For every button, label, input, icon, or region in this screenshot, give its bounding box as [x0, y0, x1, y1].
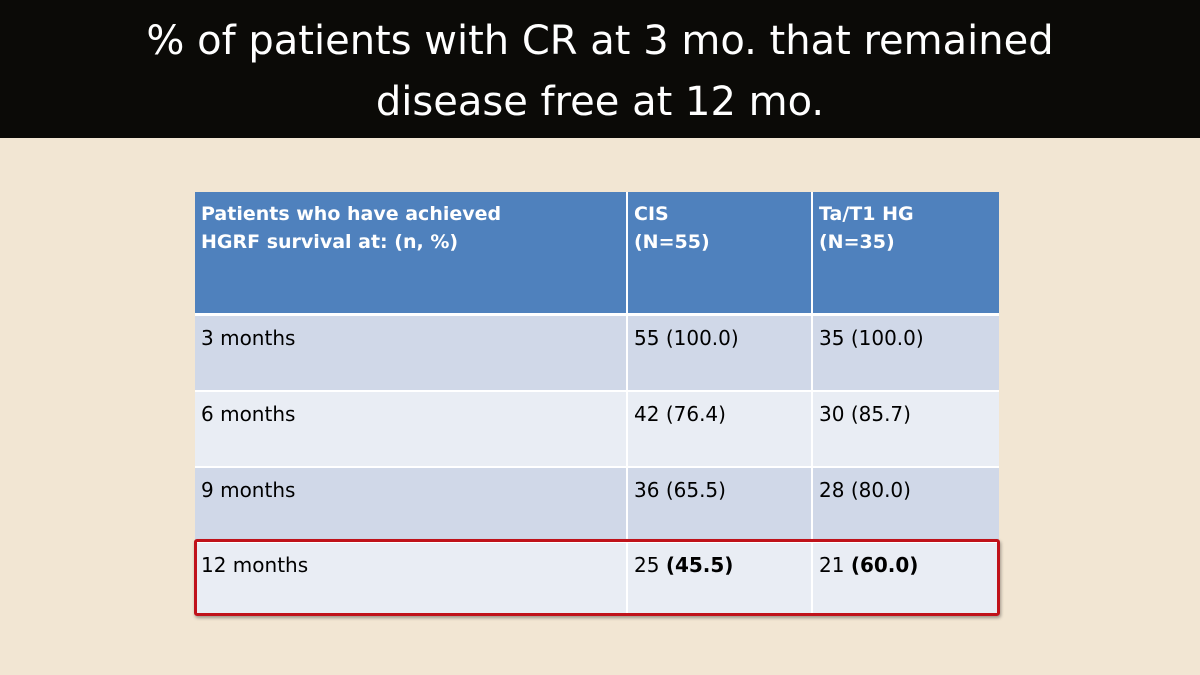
- row-3-months-cis: 55 (100.0): [628, 316, 811, 390]
- slide-title-bar: % of patients with CR at 3 mo. that rema…: [0, 0, 1200, 138]
- ta-pct: (85.7): [850, 402, 911, 426]
- row-12-months-cis: 25 (45.5): [628, 543, 811, 616]
- header-cis-line-2: (N=55): [634, 231, 710, 253]
- ta-n: 30: [819, 402, 845, 426]
- header-timepoint-line-1: Patients who have achieved: [201, 203, 502, 225]
- ta-pct: (80.0): [850, 478, 911, 502]
- ta-pct: (100.0): [850, 326, 924, 350]
- ta-n: 35: [819, 326, 845, 350]
- header-ta-line-1: Ta/T1 HG: [819, 203, 914, 225]
- header-timepoint-line-2: HGRF survival at: (n, %): [201, 231, 459, 253]
- header-cell-ta-t1: Ta/T1 HG (N=35): [813, 192, 999, 313]
- slide-title-line-2: disease free at 12 mo.: [375, 79, 825, 125]
- cis-n: 25: [634, 553, 660, 577]
- cis-pct: (100.0): [665, 326, 739, 350]
- row-9-months-ta: 28 (80.0): [813, 468, 999, 541]
- header-cell-timepoint: Patients who have achieved HGRF survival…: [195, 192, 626, 313]
- cis-n: 36: [634, 478, 660, 502]
- row-12-months-ta: 21 (60.0): [813, 543, 999, 616]
- row-12-months-label: 12 months: [195, 543, 626, 616]
- row-12-months-highlight-box: [194, 539, 1000, 616]
- header-cis-line-1: CIS: [634, 203, 669, 225]
- row-9-months-cis: 36 (65.5): [628, 468, 811, 541]
- results-table: Patients who have achieved HGRF survival…: [195, 192, 999, 616]
- row-3-months-label: 3 months: [195, 316, 626, 390]
- row-3-months-ta: 35 (100.0): [813, 316, 999, 390]
- cis-n: 42: [634, 402, 660, 426]
- row-6-months-ta: 30 (85.7): [813, 392, 999, 466]
- cis-pct: (76.4): [665, 402, 726, 426]
- row-6-months-cis: 42 (76.4): [628, 392, 811, 466]
- header-ta-line-2: (N=35): [819, 231, 895, 253]
- ta-pct-bold: (60.0): [850, 553, 919, 577]
- cis-pct: (65.5): [665, 478, 726, 502]
- slide-title-line-1: % of patients with CR at 3 mo. that rema…: [146, 18, 1054, 64]
- row-9-months-label: 9 months: [195, 468, 626, 541]
- ta-n: 21: [819, 553, 845, 577]
- ta-n: 28: [819, 478, 845, 502]
- header-cell-cis: CIS (N=55): [628, 192, 811, 313]
- row-6-months-label: 6 months: [195, 392, 626, 466]
- cis-n: 55: [634, 326, 660, 350]
- cis-pct-bold: (45.5): [665, 553, 734, 577]
